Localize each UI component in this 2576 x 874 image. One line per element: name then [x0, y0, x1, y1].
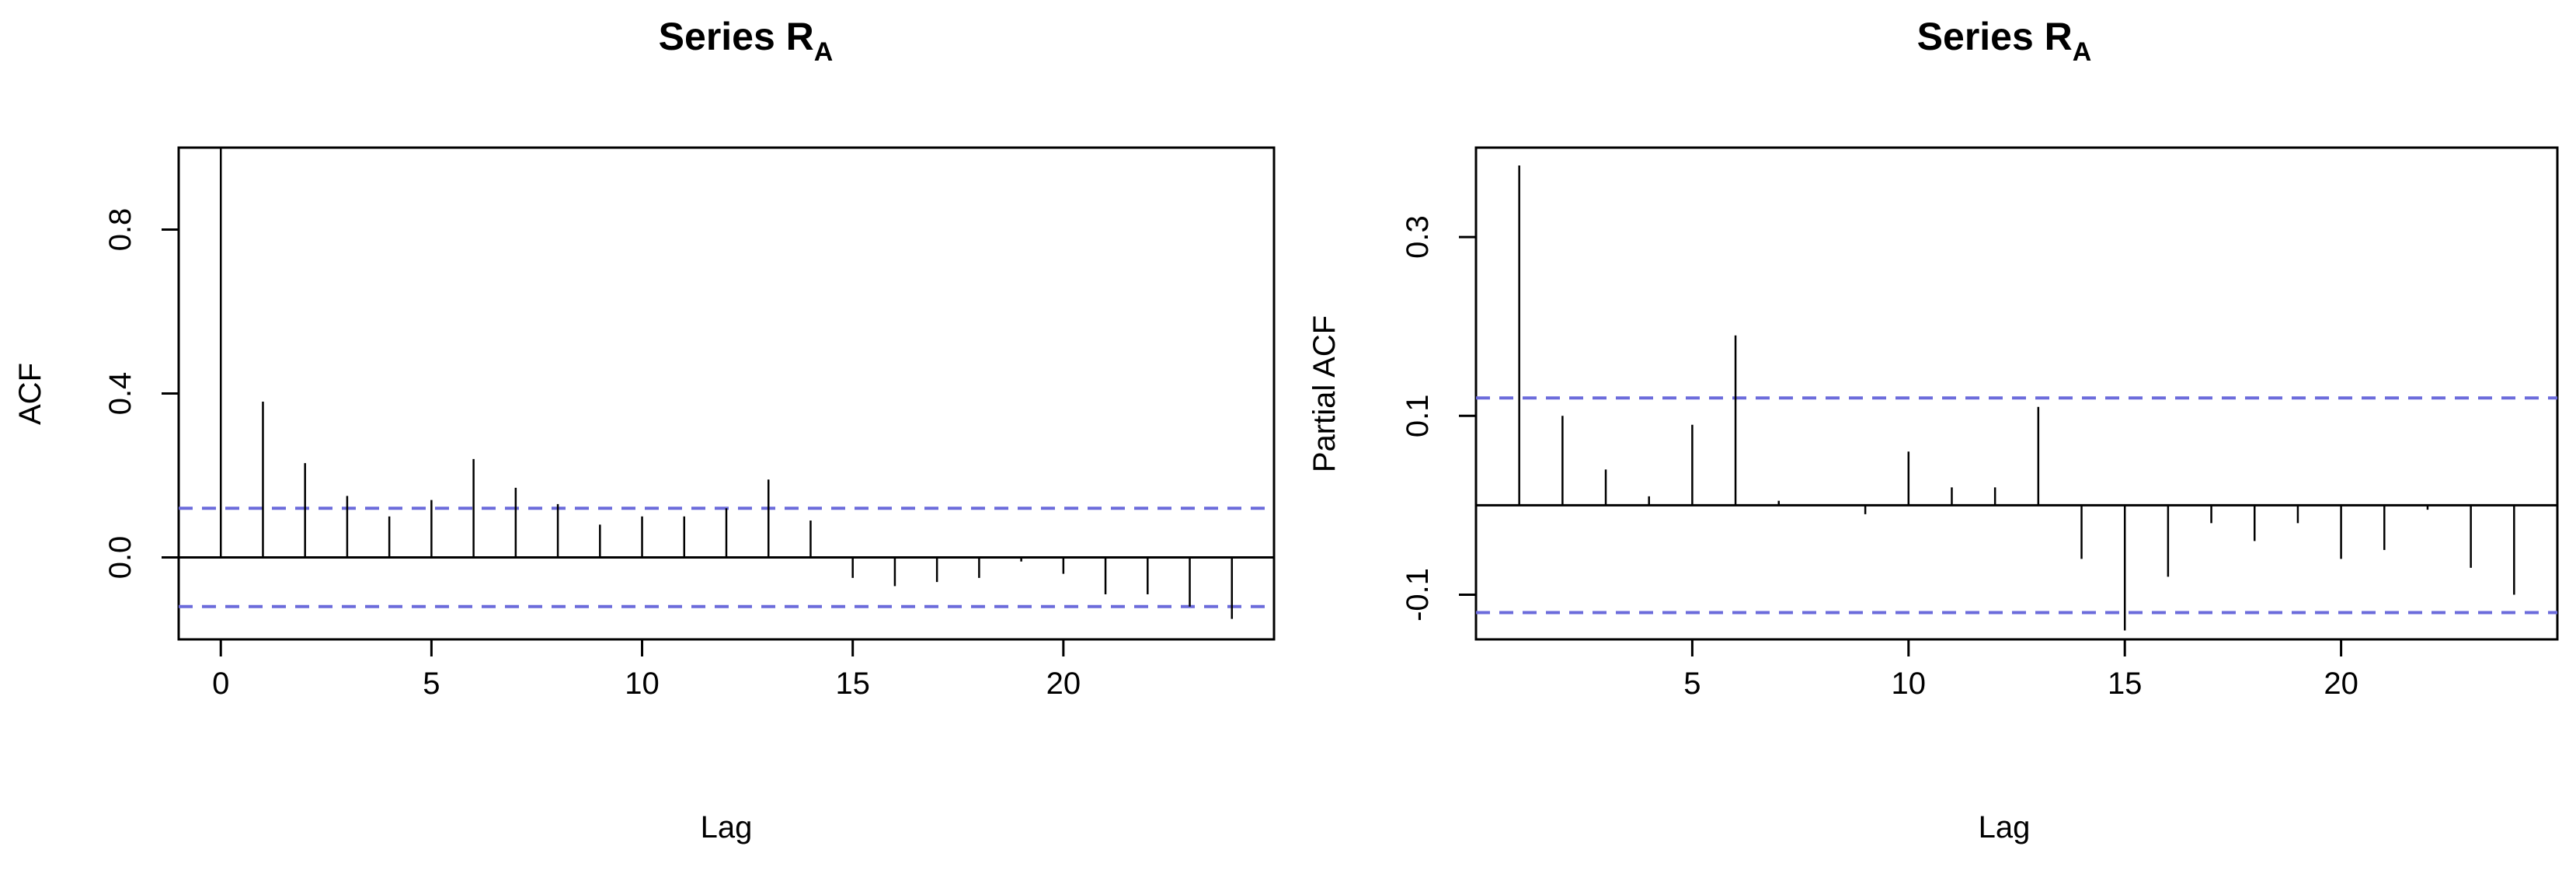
pacf-panel: Series RA 5 10 15 20 -0.1 0.1 0.3 Lag Partial …: [1307, 15, 2559, 844]
acf-y-tick-label: 0.0: [103, 536, 138, 580]
pacf-x-tick-label: 10: [1892, 667, 1927, 701]
pacf-y-tick-label: -0.1: [1401, 568, 1435, 622]
pacf-marks: [1476, 165, 2557, 631]
acf-y-tick-label: 0.4: [103, 372, 138, 416]
acf-x-axis-label: Lag: [701, 810, 753, 844]
acf-panel: Series RA 0 5 10 15 20 0.0 0.4 0.8 Lag ACF: [13, 15, 1276, 844]
acf-title: Series RA: [659, 15, 834, 67]
pacf-axis-ticks: 5 10 15 20 -0.1 0.1 0.3: [1401, 215, 2358, 701]
pacf-x-axis-label: Lag: [1979, 810, 2031, 844]
pacf-x-tick-label: 5: [1683, 667, 1701, 701]
acf-x-tick-label: 0: [212, 667, 229, 701]
acf-x-tick-label: 20: [1046, 667, 1081, 701]
pacf-y-tick-label: 0.1: [1401, 394, 1435, 437]
acf-x-tick-label: 5: [423, 667, 440, 701]
acf-axis-ticks: 0 5 10 15 20 0.0 0.4 0.8: [103, 208, 1081, 701]
pacf-x-tick-label: 20: [2324, 667, 2358, 701]
acf-marks: [179, 148, 1274, 619]
pacf-x-tick-label: 15: [2108, 667, 2143, 701]
acf-y-axis-label: ACF: [13, 363, 47, 425]
acf-x-tick-label: 15: [835, 667, 870, 701]
acf-x-tick-label: 10: [625, 667, 660, 701]
acf-y-tick-label: 0.8: [103, 208, 138, 252]
pacf-plot-frame: [1474, 146, 2559, 641]
pacf-title: Series RA: [1917, 15, 2092, 67]
pacf-y-tick-label: 0.3: [1401, 215, 1435, 259]
acf-plot-frame: [177, 146, 1276, 641]
pacf-y-axis-label: Partial ACF: [1307, 315, 1342, 472]
